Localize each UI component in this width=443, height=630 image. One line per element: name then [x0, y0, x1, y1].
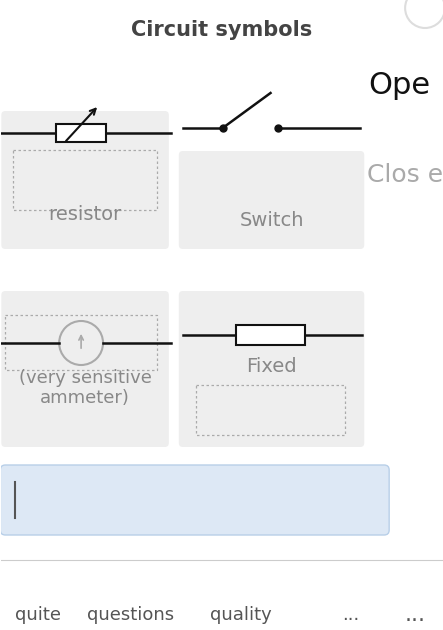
FancyBboxPatch shape [179, 291, 364, 447]
Text: ...: ... [342, 606, 359, 624]
Text: (very sensitive: (very sensitive [19, 369, 152, 387]
Text: Fixed: Fixed [246, 357, 297, 375]
FancyBboxPatch shape [1, 111, 169, 249]
Text: questions: questions [87, 606, 175, 624]
Bar [56, 124, 106, 142]
Text: Circuit symbols: Circuit symbols [131, 20, 312, 40]
Text: quite: quite [15, 606, 61, 624]
Text: quality: quality [210, 606, 272, 624]
FancyBboxPatch shape [1, 291, 169, 447]
Text: Ope: Ope [368, 71, 430, 100]
Text: Clos e: Clos e [367, 163, 443, 187]
Text: ...: ... [404, 605, 426, 625]
Bar [5, 315, 157, 370]
Text: resistor: resistor [48, 205, 122, 224]
Text: ammeter): ammeter) [40, 389, 130, 407]
Bar [196, 385, 345, 435]
FancyBboxPatch shape [0, 465, 389, 535]
FancyBboxPatch shape [179, 151, 364, 249]
Bar [13, 150, 157, 210]
Bar [236, 325, 305, 345]
Text: Switch: Switch [239, 210, 304, 229]
